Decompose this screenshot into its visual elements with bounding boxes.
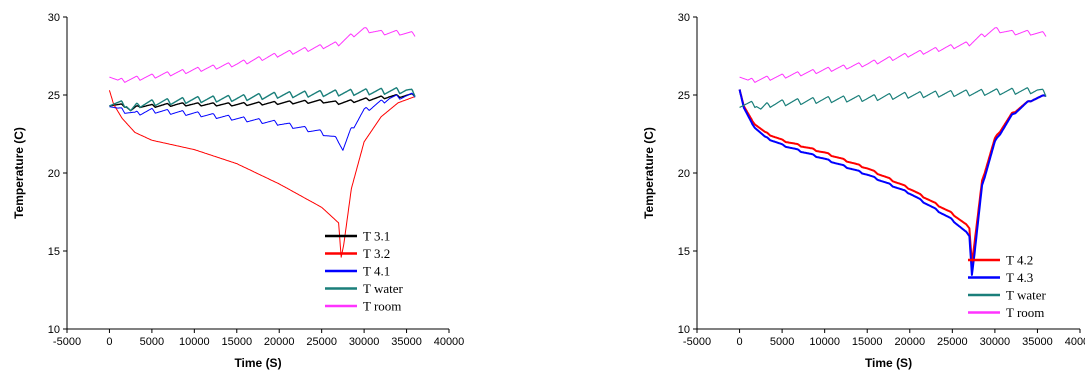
y-axis-title: Temperature (C) <box>12 127 26 219</box>
x-axis-title: Time (S) <box>865 356 912 370</box>
y-tick-label: 10 <box>48 324 60 336</box>
x-tick-label: 20000 <box>894 336 925 348</box>
series-line-t-4-1 <box>109 92 416 151</box>
legend-label: T 4.1 <box>363 264 390 279</box>
legend-label: T water <box>1006 288 1046 303</box>
legend-label: T room <box>363 299 401 314</box>
x-tick-label: 35000 <box>391 336 422 348</box>
y-tick-label: 25 <box>678 90 690 102</box>
x-tick-label: 35000 <box>1022 336 1053 348</box>
x-tick-label: -5000 <box>53 336 81 348</box>
legend-label: T 3.2 <box>363 246 390 261</box>
y-tick-label: 15 <box>678 246 690 258</box>
y-axis-title: Temperature (C) <box>642 127 656 219</box>
x-tick-label: 0 <box>736 336 742 348</box>
chart-left: -5000 0 5000 10000 15000 20000 25000 30000 35000… <box>12 12 464 370</box>
x-tick-label: 0 <box>106 336 112 348</box>
y-tick-label: 30 <box>678 12 690 24</box>
series-line-t-water <box>739 87 1047 110</box>
x-tick-label: 40000 <box>1065 336 1085 348</box>
x-tick-label: -5000 <box>683 336 711 348</box>
x-tick-label: 15000 <box>221 336 252 348</box>
series-line-t-3-2 <box>108 90 416 258</box>
x-tick-label: 30000 <box>980 336 1011 348</box>
legend-label: T 4.3 <box>1006 270 1033 285</box>
y-tick-label: 20 <box>48 168 60 180</box>
series-line-t-4-2 <box>738 89 1047 265</box>
y-tick-label: 10 <box>678 324 690 336</box>
legend-label: T 4.2 <box>1006 253 1033 268</box>
x-axis-title: Time (S) <box>234 356 281 370</box>
series-line-t-room <box>109 27 416 83</box>
legend-label: T water <box>363 281 403 296</box>
y-tick-label: 30 <box>48 12 60 24</box>
x-tick-label: 5000 <box>140 336 164 348</box>
y-tick-label: 20 <box>678 168 690 180</box>
chart-right: -5000 0 5000 10000 15000 20000 25000 30000 35000… <box>642 12 1085 370</box>
y-tick-label: 15 <box>48 246 60 258</box>
x-tick-label: 10000 <box>179 336 210 348</box>
series-line-t-room <box>739 27 1047 83</box>
y-tick-label: 25 <box>48 90 60 102</box>
x-tick-label: 5000 <box>770 336 794 348</box>
legend-label: T room <box>1006 305 1044 320</box>
x-tick-label: 30000 <box>349 336 380 348</box>
x-tick-label: 25000 <box>306 336 337 348</box>
x-tick-label: 20000 <box>264 336 295 348</box>
x-tick-label: 10000 <box>809 336 840 348</box>
x-tick-label: 40000 <box>434 336 465 348</box>
series-line-t-3-1 <box>109 92 416 112</box>
series-line-t-4-3 <box>738 89 1047 276</box>
x-tick-label: 15000 <box>852 336 883 348</box>
legend-label: T 3.1 <box>363 229 390 244</box>
series-line-t-water <box>109 86 416 112</box>
x-tick-label: 25000 <box>937 336 968 348</box>
